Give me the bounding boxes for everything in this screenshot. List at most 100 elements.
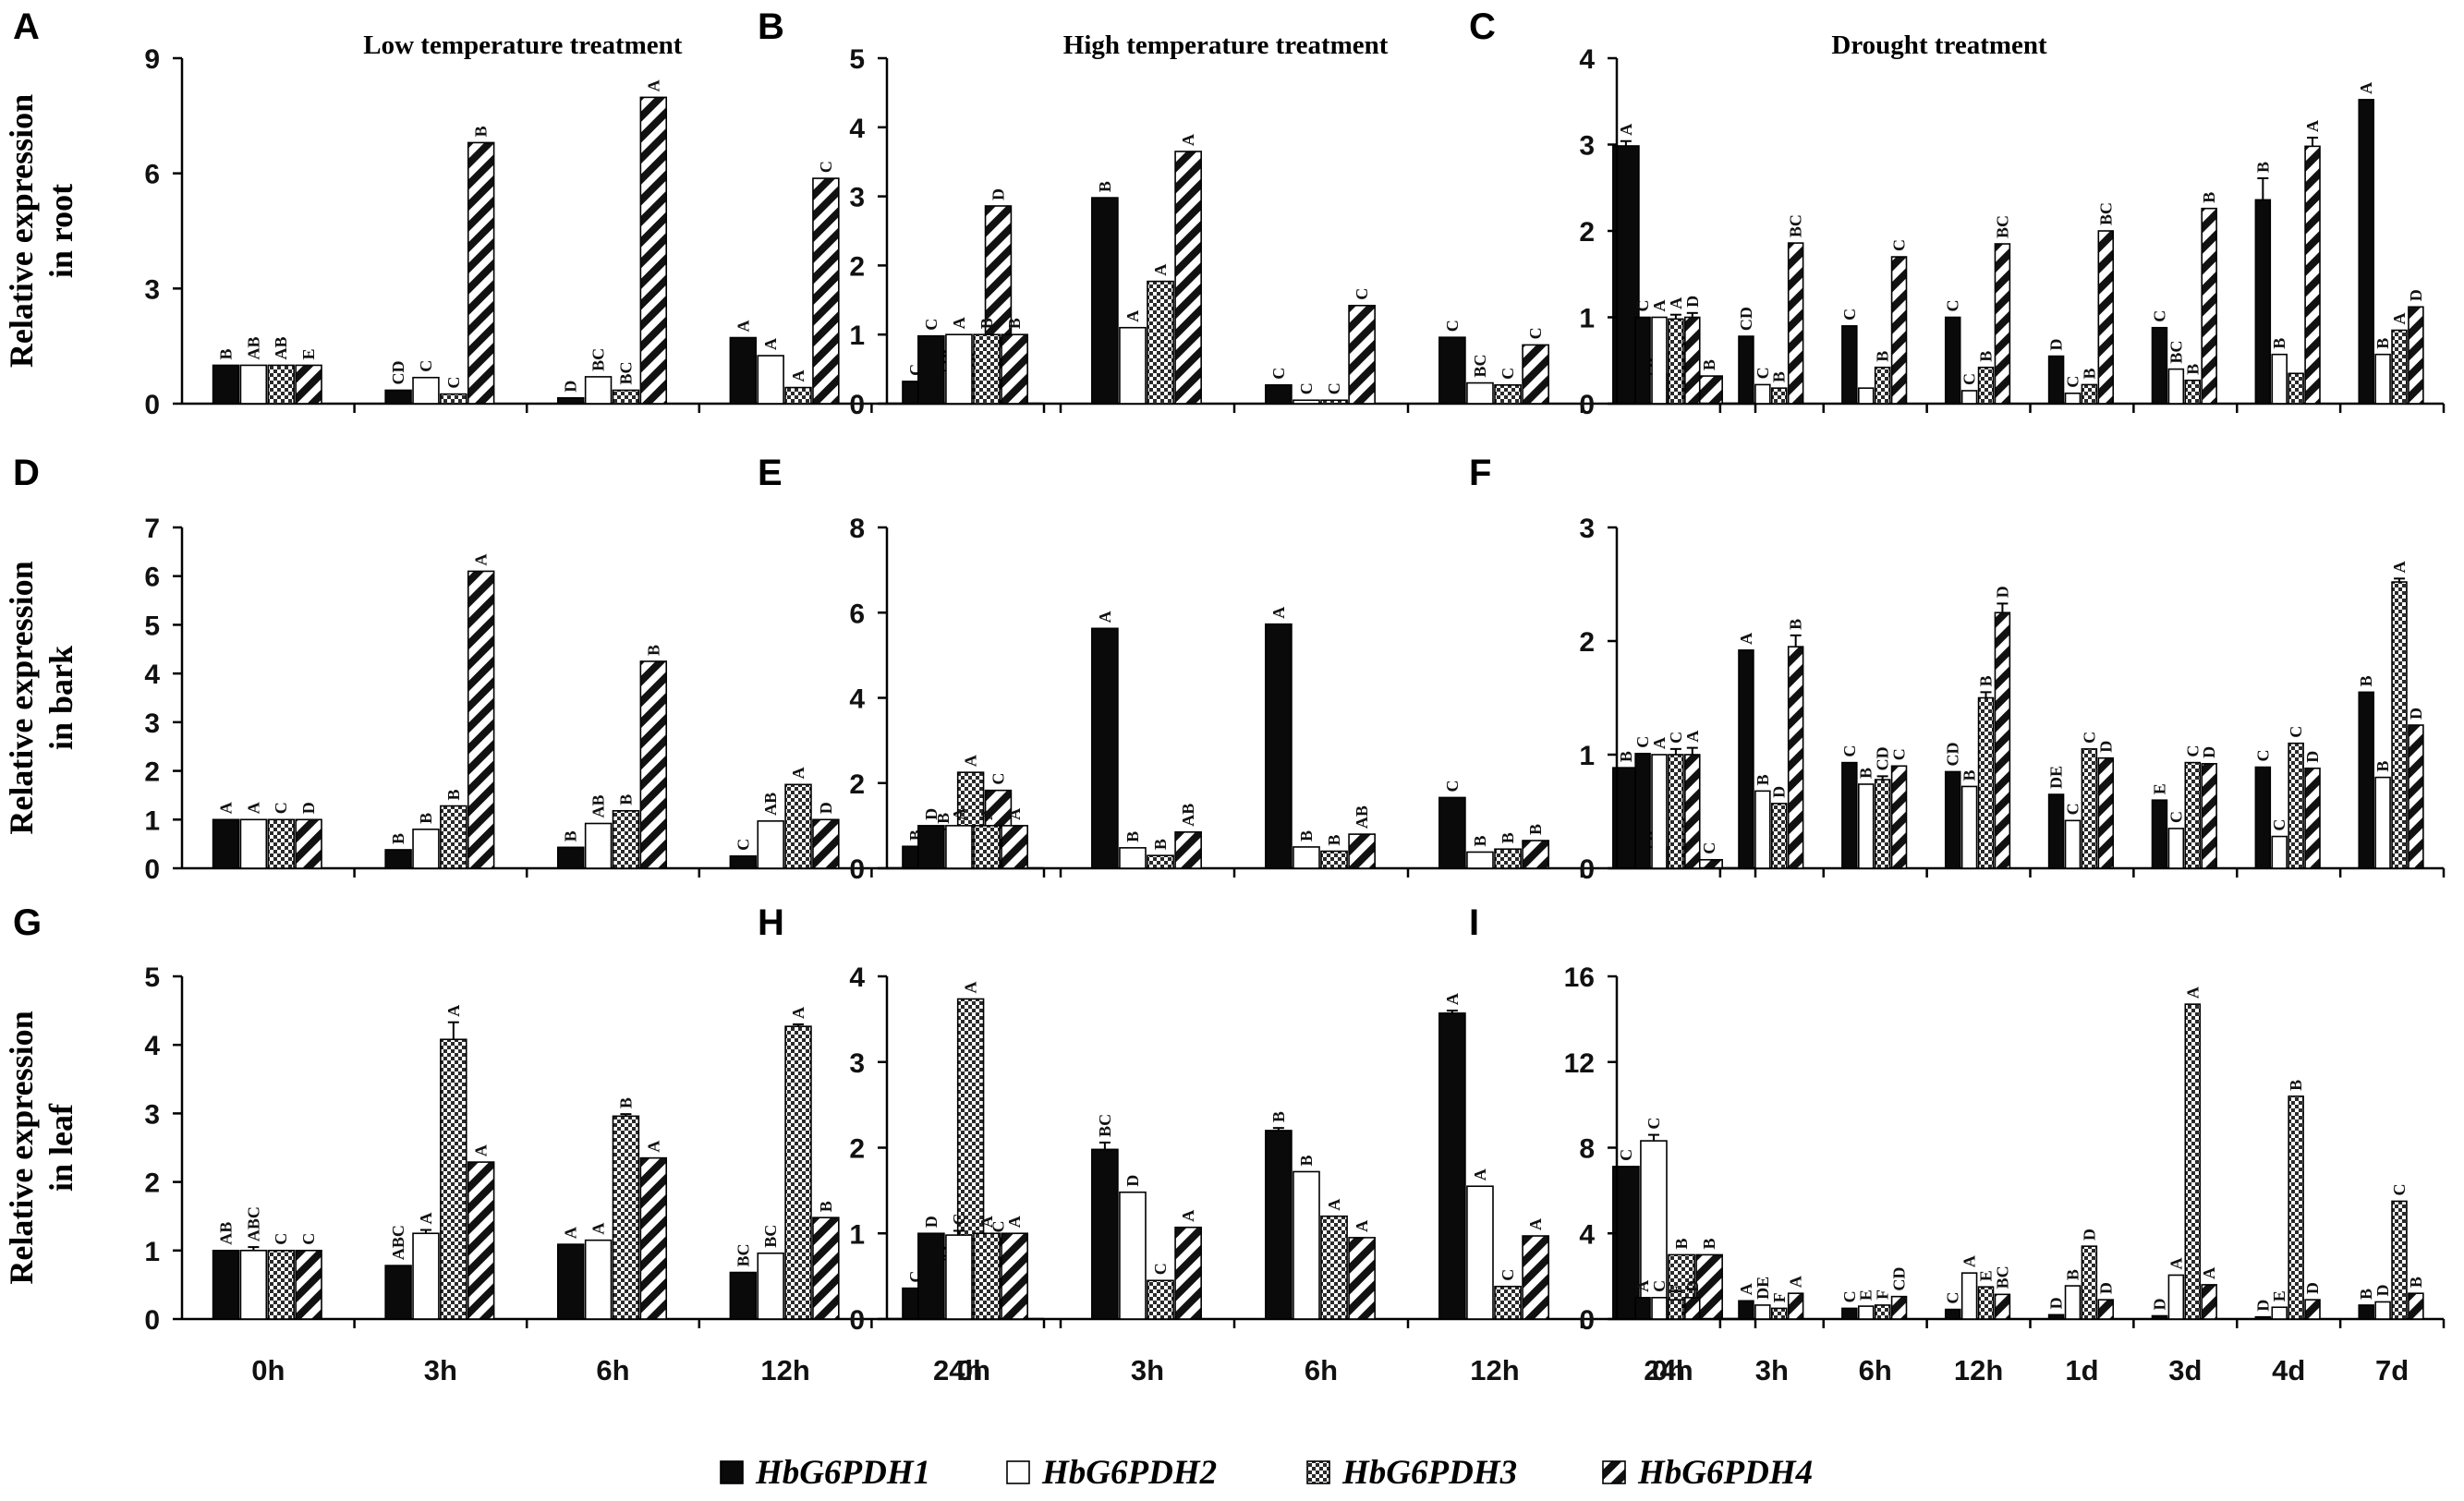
significance-label: C: [1297, 382, 1316, 394]
significance-label: C: [817, 161, 835, 173]
bar-hbg6pdh2-12h: [757, 820, 784, 869]
bar-hbg6pdh2-1d: [2064, 392, 2082, 405]
significance-label: D: [2407, 289, 2425, 301]
bar-hbg6pdh1-0h: [1634, 752, 1651, 869]
significance-label: C: [1890, 239, 1909, 251]
legend-swatch: [720, 1460, 744, 1484]
bar-hbg6pdh4-6h: [1890, 256, 1908, 405]
bar-hbg6pdh4-6h: [1890, 1295, 1908, 1320]
bar-hbg6pdh1-12h: [1944, 770, 1961, 869]
bar-hbg6pdh1-12h: [1438, 1012, 1466, 1320]
bar-hbg6pdh3-3h: [440, 393, 467, 405]
bar-hbg6pdh4-3h: [1174, 1226, 1202, 1320]
significance-label: D: [2373, 1284, 2392, 1296]
bar-hbg6pdh1-12h: [1944, 316, 1961, 405]
significance-label: A: [1005, 1216, 1024, 1228]
bar-hbg6pdh2-0h: [1651, 316, 1668, 405]
x-tick-label: 12h: [1470, 1354, 1519, 1386]
significance-label: C: [2063, 376, 2082, 388]
significance-label: B: [217, 348, 236, 359]
y-tick-label: 0: [144, 1305, 160, 1336]
bar-hbg6pdh4-6h: [1890, 765, 1908, 869]
y-tick-label: 3: [1579, 514, 1595, 544]
significance-label: C: [950, 1213, 968, 1225]
significance-label: B: [2373, 761, 2392, 772]
bar-hbg6pdh1-12h: [1438, 796, 1466, 869]
bar-hbg6pdh3-4d: [2288, 742, 2304, 869]
bar-hbg6pdh1-3h: [1091, 627, 1119, 869]
y-tick-label: 8: [1579, 1134, 1595, 1165]
bar-hbg6pdh2-3h: [1754, 790, 1771, 869]
bar-hbg6pdh2-3h: [412, 376, 440, 405]
row-label-line-1: Relative expression: [3, 1011, 40, 1284]
significance-label: BC: [761, 1225, 780, 1248]
significance-label: B: [1754, 774, 1772, 785]
significance-label: A: [1787, 1276, 1805, 1288]
legend-swatch: [1602, 1460, 1626, 1484]
significance-label: A: [789, 767, 807, 779]
significance-label: C: [2270, 819, 2288, 831]
bar-hbg6pdh1-3d: [2151, 799, 2168, 869]
significance-label: A: [1617, 124, 1635, 136]
y-tick-label: 0: [1579, 390, 1595, 420]
bar-hbg6pdh4-6h: [639, 96, 668, 405]
significance-label: BC: [1993, 1265, 2011, 1289]
bar-hbg6pdh2-4d: [2271, 835, 2288, 869]
significance-label: B: [2287, 1080, 2305, 1091]
significance-label: C: [989, 1220, 1007, 1232]
significance-label: B: [644, 645, 662, 656]
bar-hbg6pdh1-3h: [1738, 1300, 1754, 1320]
y-tick-label: 2: [144, 757, 160, 788]
significance-label: CD: [1874, 746, 1892, 770]
x-tick-label: 3h: [1755, 1354, 1789, 1386]
bar-hbg6pdh4-3h: [1787, 242, 1804, 405]
bar-hbg6pdh2-0h: [945, 1234, 973, 1320]
x-tick-label: 0h: [251, 1354, 285, 1386]
x-tick-label: 6h: [1305, 1354, 1338, 1386]
significance-label: B: [616, 794, 635, 805]
bar-hbg6pdh1-3h: [1738, 649, 1754, 869]
significance-label: C: [1890, 748, 1909, 760]
panel-letter: G: [13, 902, 42, 943]
significance-label: A: [1471, 1168, 1489, 1180]
row-label-1: Relative expression in root: [3, 94, 79, 368]
bar-hbg6pdh2-12h: [1960, 1272, 1978, 1320]
significance-label: DE: [1754, 1277, 1772, 1300]
significance-label: A: [1667, 297, 1685, 309]
significance-label: C: [1944, 1292, 1962, 1304]
x-tick-label: 12h: [1954, 1354, 2003, 1386]
bar-hbg6pdh2-0h: [1651, 1297, 1668, 1320]
panel-letter: D: [13, 453, 40, 493]
y-tick-label: 1: [1579, 304, 1595, 334]
bar-hbg6pdh1-1d: [2047, 355, 2065, 405]
significance-label: C: [1650, 1280, 1669, 1292]
significance-label: E: [299, 348, 318, 359]
significance-label: AB: [1179, 804, 1197, 827]
significance-label: AB: [589, 794, 608, 817]
significance-label: CD: [389, 360, 407, 384]
bar-hbg6pdh4-6h: [639, 1156, 668, 1320]
y-tick-label: 0: [849, 390, 865, 420]
significance-label: A: [2357, 82, 2375, 94]
significance-label: C: [2150, 310, 2168, 322]
significance-label: C: [734, 839, 752, 851]
significance-label: D: [2047, 339, 2066, 351]
significance-label: B: [1005, 318, 1024, 329]
significance-label: A: [589, 1223, 608, 1235]
bar-hbg6pdh4-4d: [2304, 1299, 2321, 1320]
bar-hbg6pdh2-1d: [2064, 819, 2082, 869]
significance-label: B: [616, 1097, 635, 1108]
significance-label: B: [1770, 371, 1789, 382]
significance-label: D: [2407, 708, 2425, 720]
bar-hbg6pdh4-12h: [1522, 1235, 1549, 1320]
significance-label: CD: [1890, 1267, 1909, 1291]
bar-hbg6pdh3-1d: [2081, 748, 2098, 869]
x-tick-label: 12h: [760, 1354, 809, 1386]
bar-hbg6pdh4-0h: [1001, 825, 1028, 869]
legend-swatch: [1306, 1460, 1330, 1484]
bar-hbg6pdh2-4d: [2271, 353, 2288, 405]
row-label-line-2: in root: [42, 184, 79, 278]
bar-hbg6pdh3-3h: [1147, 1279, 1174, 1320]
